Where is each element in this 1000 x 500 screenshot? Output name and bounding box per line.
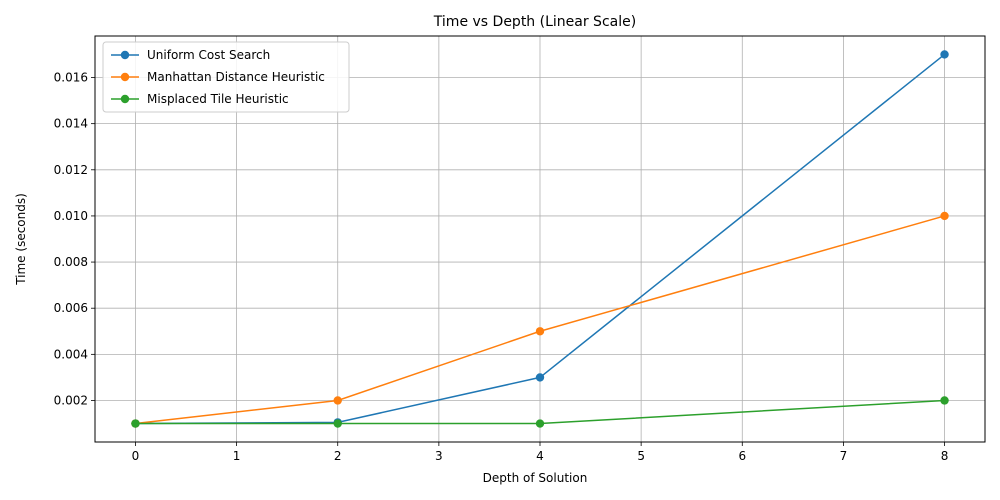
y-tick-label: 0.002 (54, 393, 88, 407)
y-tick-label: 0.006 (54, 301, 88, 315)
x-tick-label: 5 (637, 449, 645, 463)
x-tick-label: 2 (334, 449, 342, 463)
data-point (333, 419, 342, 428)
legend-box (102, 41, 350, 113)
data-point (940, 50, 949, 59)
data-point (940, 396, 949, 405)
legend-entry: Misplaced Tile Heuristic (111, 92, 289, 106)
legend-label: Manhattan Distance Heuristic (147, 70, 325, 84)
legend-label: Uniform Cost Search (147, 48, 270, 62)
data-point (535, 419, 545, 428)
y-tick-label: 0.012 (54, 163, 88, 177)
legend-marker (120, 72, 130, 82)
legend-entry: Manhattan Distance Heuristic (111, 70, 325, 84)
y-axis-label: Time (seconds) (14, 193, 28, 286)
series-line (135, 399, 945, 425)
x-tick-label: 3 (435, 449, 443, 463)
legend-label: Misplaced Tile Heuristic (147, 92, 289, 106)
y-tick-label: 0.008 (54, 255, 88, 269)
series-layer (131, 50, 949, 428)
series-misplaced-tile-heuristic (131, 396, 949, 428)
series-line (135, 215, 945, 425)
x-tick-label: 8 (941, 449, 949, 463)
y-axis-ticks: 0.002 0.004 0.006 0.008 0.010 0.012 0.014 0.016 (54, 71, 95, 407)
legend: Uniform Cost Search Manhattan Distance He… (102, 41, 350, 113)
x-axis-ticks: 0 1 2 3 4 5 6 7 8 (132, 442, 949, 463)
x-tick-label: 4 (536, 449, 544, 463)
legend-marker (120, 50, 130, 60)
legend-entry: Uniform Cost Search (111, 48, 270, 62)
x-tick-label: 0 (132, 449, 140, 463)
y-tick-label: 0.010 (54, 209, 88, 223)
y-tick-label: 0.004 (54, 347, 88, 361)
x-tick-label: 1 (233, 449, 241, 463)
y-tick-label: 0.014 (54, 117, 88, 131)
chart-title: Time vs Depth (Linear Scale) (433, 14, 636, 30)
data-point (131, 419, 140, 428)
data-point (535, 373, 545, 382)
x-axis-label: Depth of Solution (483, 471, 588, 485)
data-point (940, 211, 949, 221)
data-point (333, 396, 342, 405)
data-point (535, 327, 545, 336)
legend-marker (120, 94, 130, 104)
x-tick-label: 6 (738, 449, 746, 463)
y-tick-label: 0.016 (54, 71, 88, 85)
x-tick-label: 7 (840, 449, 848, 463)
